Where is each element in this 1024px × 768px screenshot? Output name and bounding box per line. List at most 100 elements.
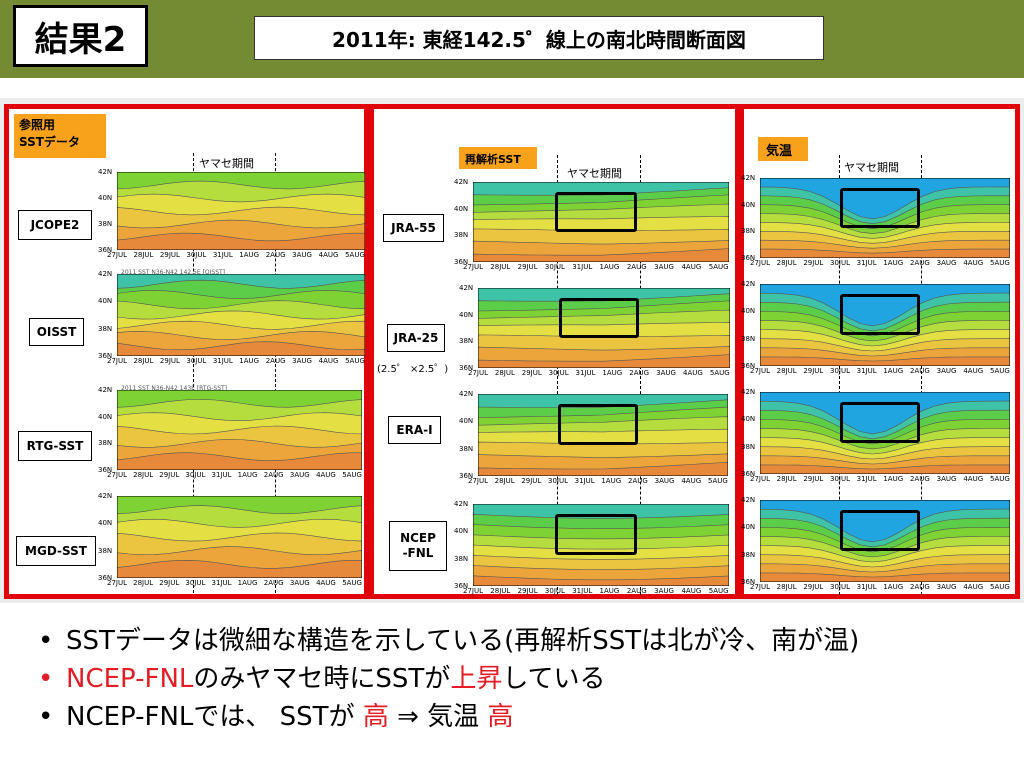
y-tick-label: 42N: [741, 174, 756, 182]
x-tick-label: 4AUG: [963, 367, 984, 375]
x-tick-label: 4AUG: [316, 579, 336, 587]
ncep-fnl-plot: [473, 504, 729, 586]
bullet-dot: •: [38, 664, 54, 694]
yamase-period-box: [554, 191, 637, 232]
x-tick-label: 28JUL: [776, 475, 797, 483]
y-tick-label: 36N: [98, 466, 113, 474]
y-tick-label: 38N: [741, 442, 756, 451]
x-tick-label: 1AUG: [237, 579, 258, 587]
y-tick-label: 42N: [98, 270, 113, 278]
x-tick-label: 1AUG: [601, 477, 622, 485]
x-tick-label: 31JUL: [212, 357, 233, 365]
y-tick-label: 38N: [459, 444, 474, 453]
period-start-line: [839, 155, 840, 595]
x-tick-label: 28JUL: [490, 263, 511, 271]
conclusion-text: SSTデータは微細な構造を示している(再解析SSTは北が冷、南が温): [66, 626, 860, 656]
y-tick-label: 38N: [741, 227, 756, 236]
contour-band: [478, 354, 730, 368]
y-tick-label: 36N: [741, 254, 756, 262]
x-tick-label: 2AUG: [263, 579, 284, 587]
y-tick-label: 42N: [454, 178, 469, 186]
emphasis-text: 高: [487, 702, 514, 732]
y-tick-label: 42N: [459, 390, 474, 398]
contour-band: [760, 572, 1010, 582]
emphasis-text: NCEP-FNL: [66, 664, 194, 694]
x-tick-label: 27JUL: [107, 357, 127, 365]
x-tick-label: 31JUL: [575, 369, 596, 377]
x-tick-label: 5AUG: [342, 579, 362, 587]
x-tick-label: 5AUG: [708, 477, 728, 485]
jra-25-plot-contours: [478, 288, 730, 368]
x-tick-label: 30JUL: [186, 251, 207, 259]
y-tick-label: 36N: [98, 246, 113, 254]
x-tick-label: 30JUL: [544, 587, 565, 595]
x-tick-label: 3AUG: [936, 475, 957, 483]
y-tick-label: 42N: [98, 168, 113, 176]
y-tick-label: 40N: [98, 519, 113, 528]
conclusion-list: • SSTデータは微細な構造を示している(再解析SSTは北が冷、南が温) • NCE…: [38, 622, 1024, 736]
air-temperature-tag: 気温: [758, 137, 808, 161]
x-tick-label: 4AUG: [963, 259, 984, 267]
x-tick-label: 4AUG: [316, 471, 336, 479]
x-tick-label: 27JUL: [750, 367, 770, 375]
x-tick-label: 27JUL: [107, 251, 127, 259]
x-tick-label: 28JUL: [776, 583, 797, 591]
bullet-dot: •: [38, 702, 54, 732]
x-tick-label: 28JUL: [133, 471, 154, 479]
x-tick-label: 2AUG: [265, 251, 286, 259]
x-tick-label: 4AUG: [318, 251, 339, 259]
y-tick-label: 38N: [741, 550, 756, 559]
x-tick-label: 31JUL: [856, 367, 877, 375]
y-tick-label: 36N: [98, 574, 113, 582]
x-tick-label: 4AUG: [681, 477, 702, 485]
y-tick-label: 36N: [98, 352, 113, 360]
x-tick-label: 1AUG: [239, 251, 260, 259]
y-tick-label: 40N: [459, 417, 474, 426]
x-tick-label: 31JUL: [856, 583, 877, 591]
x-tick-label: 29JUL: [521, 477, 542, 485]
y-tick-label: 38N: [98, 220, 113, 228]
x-tick-label: 27JUL: [463, 587, 483, 595]
x-tick-label: 5AUG: [990, 259, 1010, 267]
x-tick-label: 29JUL: [159, 251, 180, 259]
x-tick-label: 4AUG: [681, 263, 702, 271]
y-tick-label: 36N: [454, 582, 469, 590]
x-tick-label: 29JUL: [803, 259, 824, 267]
bullet-dot: •: [38, 626, 54, 656]
y-tick-label: 40N: [741, 415, 756, 424]
x-tick-label: 28JUL: [133, 579, 154, 587]
dataset-label-jra-25: JRA-25: [387, 324, 445, 352]
x-tick-label: 28JUL: [776, 367, 797, 375]
x-tick-label: 1AUG: [602, 369, 623, 377]
oisst-plot-contours: [117, 274, 365, 356]
jra-55-plot-contours: [473, 182, 729, 262]
x-tick-label: 2AUG: [265, 357, 286, 365]
x-tick-label: 28JUL: [776, 259, 797, 267]
x-tick-label: 2AUG: [910, 259, 930, 267]
period-end-line: [921, 155, 922, 595]
x-tick-label: 27JUL: [107, 579, 127, 587]
ncep-fnl-plot-contours: [473, 504, 729, 586]
x-tick-label: 31JUL: [211, 579, 232, 587]
x-tick-label: 30JUL: [548, 369, 569, 377]
x-tick-label: 31JUL: [572, 263, 593, 271]
rtg-sst-plot: [117, 390, 362, 470]
slide-label: 結果2: [13, 5, 148, 67]
air-temp-ncep-fnl-plot-contours: [760, 500, 1010, 582]
reference-sst-tag-line1: 参照用: [19, 118, 56, 132]
contour-band: [760, 356, 1010, 366]
air-temp-jra-25-plot: [760, 284, 1010, 366]
x-tick-label: 1AUG: [239, 357, 260, 365]
x-tick-label: 2AUG: [629, 369, 650, 377]
y-tick-label: 38N: [459, 337, 474, 346]
x-tick-label: 31JUL: [856, 259, 877, 267]
x-tick-label: 31JUL: [572, 587, 593, 595]
contour-band: [473, 248, 729, 262]
x-tick-label: 30JUL: [548, 477, 568, 485]
x-tick-label: 2AUG: [626, 587, 647, 595]
dataset-label-rtg-sst: RTG-SST: [18, 431, 92, 461]
y-tick-label: 40N: [741, 200, 756, 209]
x-tick-label: 3AUG: [654, 477, 675, 485]
yamase-period-box: [558, 297, 640, 338]
x-tick-label: 2AUG: [263, 471, 284, 479]
